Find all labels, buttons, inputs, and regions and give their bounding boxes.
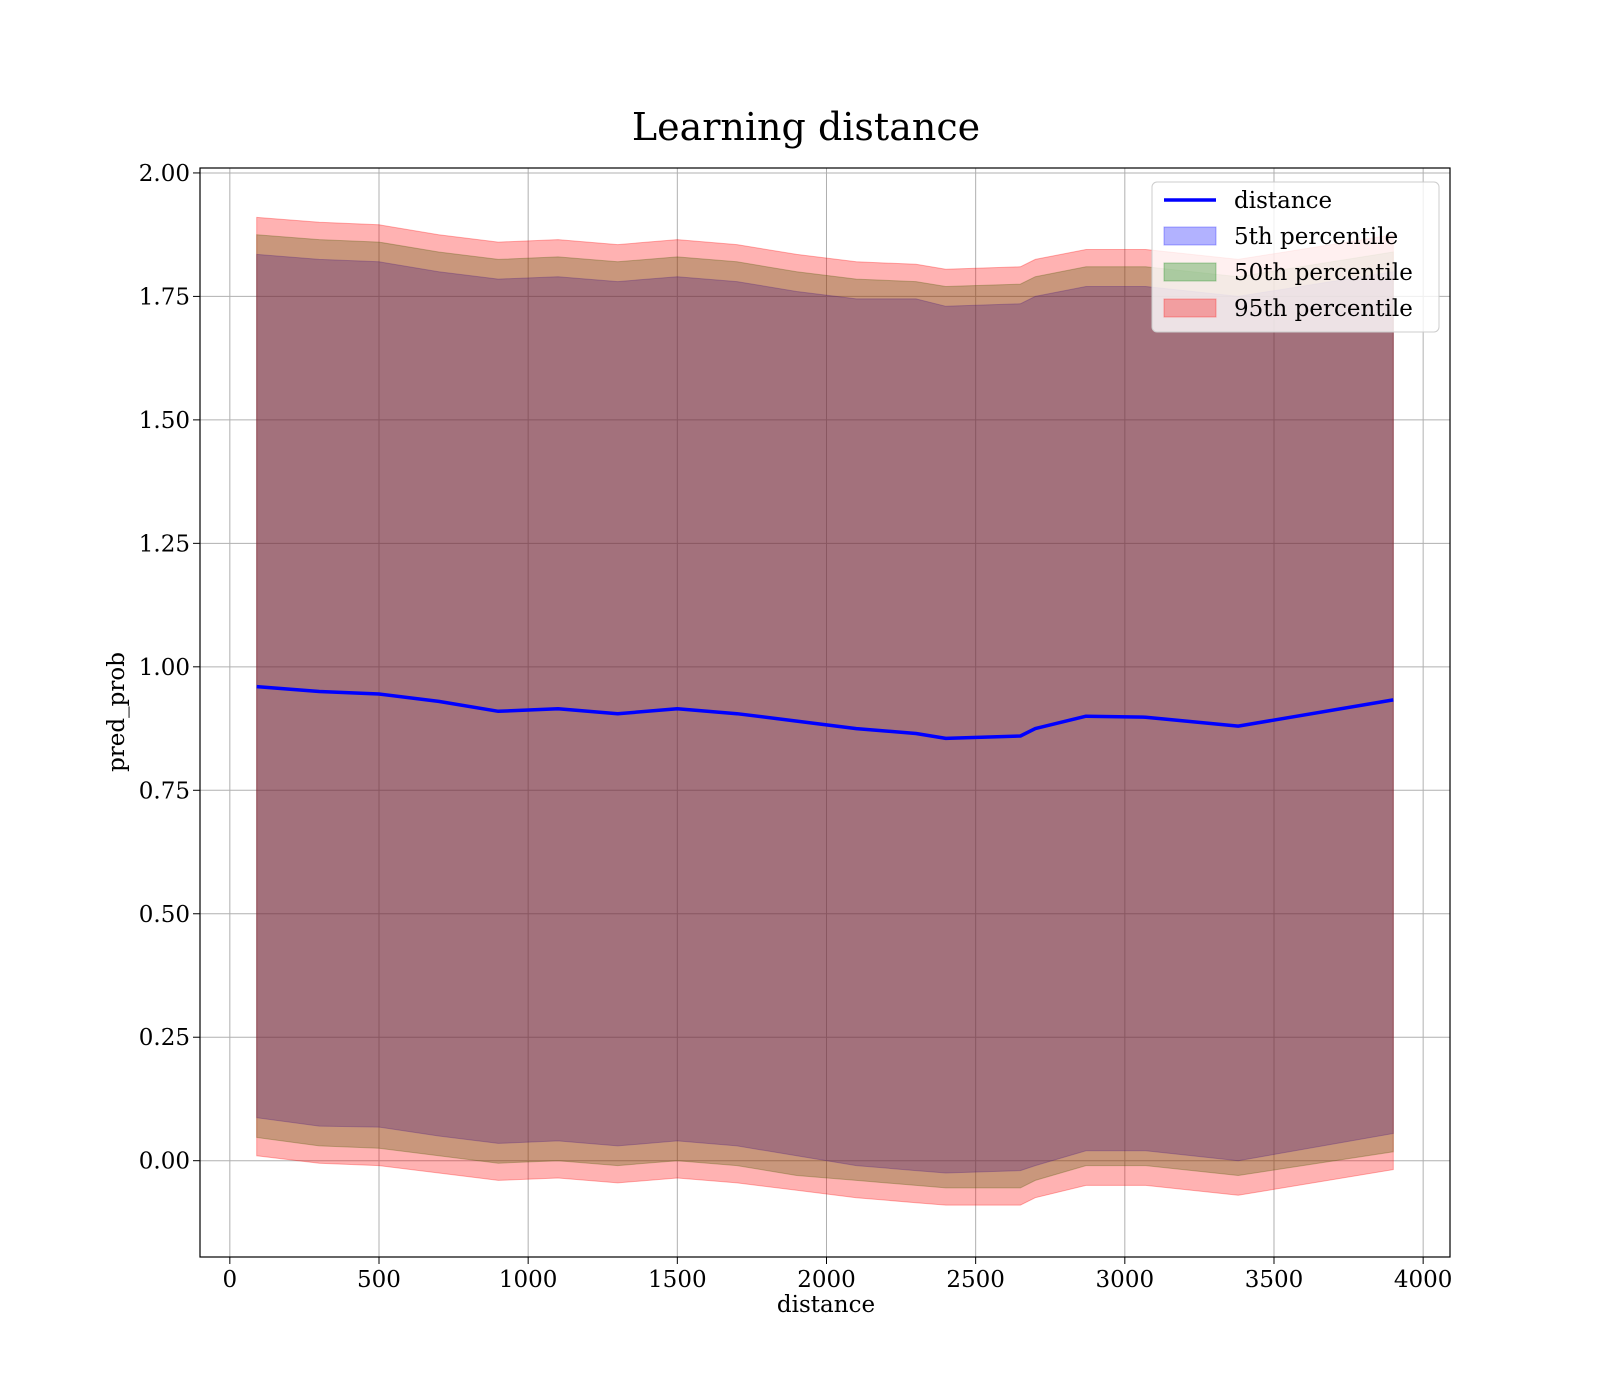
y-axis-ticks: 0.00 0.25 0.50 0.75 1.00 1.25 1.50 1.75 2.00 — [139, 161, 200, 1175]
plot-area — [200, 168, 1450, 1257]
x-tick-label: 4000 — [1394, 1267, 1453, 1293]
y-tick-label: 0.00 — [139, 1149, 190, 1175]
y-tick-label: 0.50 — [139, 902, 190, 928]
legend-label: distance — [1234, 188, 1332, 214]
legend-swatch — [1163, 226, 1217, 246]
grid — [200, 168, 1450, 1257]
y-tick-label: 1.00 — [139, 655, 190, 681]
legend-label: 50th percentile — [1234, 260, 1413, 286]
x-tick-label: 3500 — [1245, 1267, 1304, 1293]
line-series — [256, 684, 1394, 741]
legend-box — [1151, 181, 1440, 333]
x-axis-label: distance — [777, 1292, 875, 1318]
percentile-bands — [256, 216, 1394, 1206]
band-50th-percentile — [256, 234, 1394, 1189]
plot-frame — [199, 167, 1451, 1258]
x-tick-label: 500 — [357, 1267, 401, 1293]
x-tick-label: 0 — [223, 1267, 238, 1293]
y-axis-label: pred_prob — [104, 652, 130, 772]
x-tick-label: 2000 — [797, 1267, 856, 1293]
legend-label: 95th percentile — [1234, 296, 1413, 322]
y-tick-label: 1.25 — [139, 531, 190, 557]
band-5th-percentile — [256, 253, 1394, 1174]
line-distance — [256, 684, 1394, 741]
chart-title: Learning distance — [632, 105, 980, 149]
band-95th-percentile — [256, 216, 1394, 1206]
legend-label: 5th percentile — [1234, 224, 1398, 250]
legend: distance 5th percentile 50th percentile 95t… — [1151, 181, 1440, 333]
y-tick-label: 0.25 — [139, 1025, 190, 1051]
legend-swatch — [1163, 298, 1217, 318]
y-tick-label: 2.00 — [139, 161, 190, 187]
y-tick-label: 0.75 — [139, 778, 190, 804]
x-tick-label: 3000 — [1096, 1267, 1155, 1293]
y-tick-label: 1.75 — [139, 284, 190, 310]
y-tick-label: 1.50 — [139, 408, 190, 434]
x-axis-ticks: 0 500 1000 1500 2000 2500 3000 3500 4000 — [223, 1257, 1453, 1293]
x-tick-label: 1000 — [499, 1267, 558, 1293]
x-tick-label: 1500 — [648, 1267, 707, 1293]
x-tick-label: 2500 — [946, 1267, 1005, 1293]
legend-swatch — [1163, 262, 1217, 282]
